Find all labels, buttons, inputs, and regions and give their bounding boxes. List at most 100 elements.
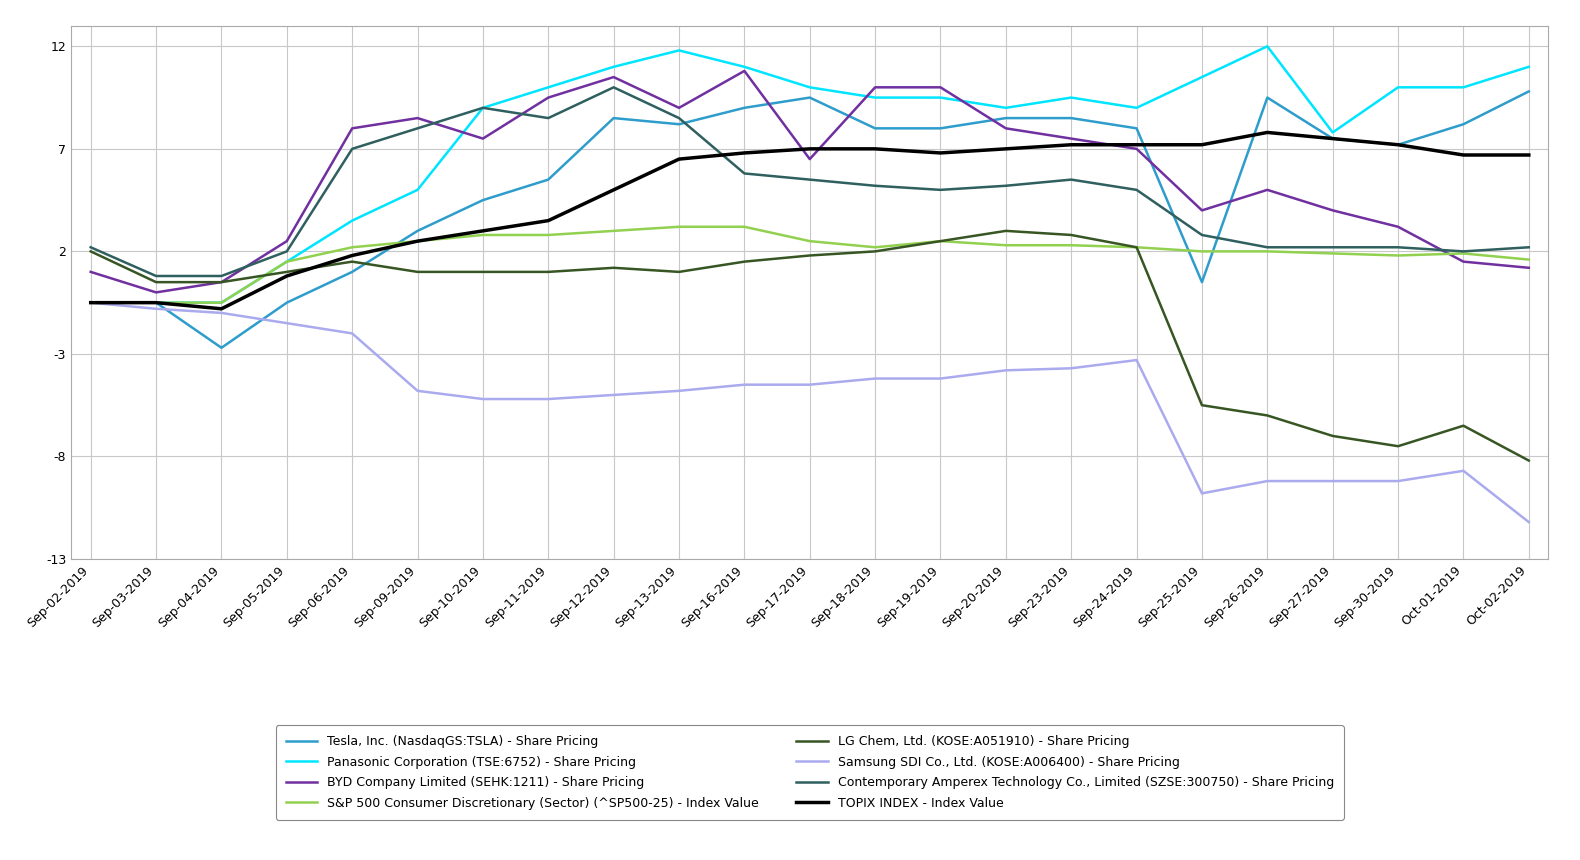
TOPIX INDEX - Index Value [212,304,231,314]
Samsung SDI Co., Ltd. (KOSE:A006400) - Share Pricing [997,366,1016,376]
BYD Company Limited (SEHK:1211) - Share Pricing [278,236,297,246]
Contemporary Amperex Technology Co., Limited (SZSE:300750) - Share Pricing [670,113,689,123]
LG Chem, Ltd. (KOSE:A051910) - Share Pricing [1520,456,1539,466]
BYD Company Limited (SEHK:1211) - Share Pricing [670,102,689,113]
Tesla, Inc. (NasdaqGS:TSLA) - Share Pricing [931,123,950,133]
S&P 500 Consumer Discretionary (Sector) (^SP500-25) - Index Value [1520,255,1539,265]
Tesla, Inc. (NasdaqGS:TSLA) - Share Pricing [604,113,623,123]
S&P 500 Consumer Discretionary (Sector) (^SP500-25) - Index Value [1062,240,1081,250]
Samsung SDI Co., Ltd. (KOSE:A006400) - Share Pricing [81,298,100,308]
S&P 500 Consumer Discretionary (Sector) (^SP500-25) - Index Value [408,236,427,246]
Samsung SDI Co., Ltd. (KOSE:A006400) - Share Pricing [147,304,166,314]
BYD Company Limited (SEHK:1211) - Share Pricing [212,277,231,287]
Panasonic Corporation (TSE:6752) - Share Pricing [997,102,1016,113]
Panasonic Corporation (TSE:6752) - Share Pricing [670,46,689,56]
LG Chem, Ltd. (KOSE:A051910) - Share Pricing [212,277,231,287]
Contemporary Amperex Technology Co., Limited (SZSE:300750) - Share Pricing [1062,175,1081,185]
LG Chem, Ltd. (KOSE:A051910) - Share Pricing [997,225,1016,236]
Tesla, Inc. (NasdaqGS:TSLA) - Share Pricing [997,113,1016,123]
TOPIX INDEX - Index Value [931,148,950,158]
Contemporary Amperex Technology Co., Limited (SZSE:300750) - Share Pricing [799,175,818,185]
Contemporary Amperex Technology Co., Limited (SZSE:300750) - Share Pricing [1389,243,1408,253]
Samsung SDI Co., Ltd. (KOSE:A006400) - Share Pricing [866,373,885,384]
TOPIX INDEX - Index Value [278,271,297,281]
Samsung SDI Co., Ltd. (KOSE:A006400) - Share Pricing [1258,476,1277,486]
Panasonic Corporation (TSE:6752) - Share Pricing [1258,41,1277,52]
S&P 500 Consumer Discretionary (Sector) (^SP500-25) - Index Value [1389,250,1408,261]
Tesla, Inc. (NasdaqGS:TSLA) - Share Pricing [539,175,558,185]
Tesla, Inc. (NasdaqGS:TSLA) - Share Pricing [1193,277,1212,287]
Line: TOPIX INDEX - Index Value: TOPIX INDEX - Index Value [90,132,1529,309]
BYD Company Limited (SEHK:1211) - Share Pricing [1520,262,1539,273]
BYD Company Limited (SEHK:1211) - Share Pricing [81,267,100,277]
Panasonic Corporation (TSE:6752) - Share Pricing [1193,72,1212,83]
BYD Company Limited (SEHK:1211) - Share Pricing [1062,133,1081,144]
S&P 500 Consumer Discretionary (Sector) (^SP500-25) - Index Value [1454,249,1473,259]
Samsung SDI Co., Ltd. (KOSE:A006400) - Share Pricing [1389,476,1408,486]
TOPIX INDEX - Index Value [1258,127,1277,138]
Tesla, Inc. (NasdaqGS:TSLA) - Share Pricing [1322,133,1341,144]
TOPIX INDEX - Index Value [670,154,689,164]
TOPIX INDEX - Index Value [1454,150,1473,160]
Samsung SDI Co., Ltd. (KOSE:A006400) - Share Pricing [931,373,950,384]
Samsung SDI Co., Ltd. (KOSE:A006400) - Share Pricing [1062,363,1081,373]
BYD Company Limited (SEHK:1211) - Share Pricing [1454,256,1473,267]
TOPIX INDEX - Index Value [147,298,166,308]
S&P 500 Consumer Discretionary (Sector) (^SP500-25) - Index Value [997,240,1016,250]
LG Chem, Ltd. (KOSE:A051910) - Share Pricing [1322,431,1341,441]
TOPIX INDEX - Index Value [81,298,100,308]
Panasonic Corporation (TSE:6752) - Share Pricing [147,298,166,308]
Tesla, Inc. (NasdaqGS:TSLA) - Share Pricing [1258,92,1277,102]
Tesla, Inc. (NasdaqGS:TSLA) - Share Pricing [1127,123,1146,133]
Tesla, Inc. (NasdaqGS:TSLA) - Share Pricing [1062,113,1081,123]
Contemporary Amperex Technology Co., Limited (SZSE:300750) - Share Pricing [81,243,100,253]
Tesla, Inc. (NasdaqGS:TSLA) - Share Pricing [343,267,362,277]
Contemporary Amperex Technology Co., Limited (SZSE:300750) - Share Pricing [278,246,297,256]
BYD Company Limited (SEHK:1211) - Share Pricing [866,83,885,93]
Line: Panasonic Corporation (TSE:6752) - Share Pricing: Panasonic Corporation (TSE:6752) - Share… [90,46,1529,303]
TOPIX INDEX - Index Value [1520,150,1539,160]
Panasonic Corporation (TSE:6752) - Share Pricing [539,83,558,93]
Samsung SDI Co., Ltd. (KOSE:A006400) - Share Pricing [539,394,558,404]
S&P 500 Consumer Discretionary (Sector) (^SP500-25) - Index Value [81,298,100,308]
Samsung SDI Co., Ltd. (KOSE:A006400) - Share Pricing [278,318,297,329]
S&P 500 Consumer Discretionary (Sector) (^SP500-25) - Index Value [539,230,558,240]
Panasonic Corporation (TSE:6752) - Share Pricing [799,83,818,93]
TOPIX INDEX - Index Value [1193,139,1212,150]
Tesla, Inc. (NasdaqGS:TSLA) - Share Pricing [799,92,818,102]
Tesla, Inc. (NasdaqGS:TSLA) - Share Pricing [474,195,493,206]
LG Chem, Ltd. (KOSE:A051910) - Share Pricing [408,267,427,277]
Panasonic Corporation (TSE:6752) - Share Pricing [1389,83,1408,93]
BYD Company Limited (SEHK:1211) - Share Pricing [604,72,623,83]
Samsung SDI Co., Ltd. (KOSE:A006400) - Share Pricing [1193,488,1212,499]
LG Chem, Ltd. (KOSE:A051910) - Share Pricing [343,256,362,267]
Panasonic Corporation (TSE:6752) - Share Pricing [408,185,427,195]
Contemporary Amperex Technology Co., Limited (SZSE:300750) - Share Pricing [1322,243,1341,253]
LG Chem, Ltd. (KOSE:A051910) - Share Pricing [81,246,100,256]
LG Chem, Ltd. (KOSE:A051910) - Share Pricing [735,256,754,267]
Samsung SDI Co., Ltd. (KOSE:A006400) - Share Pricing [670,385,689,396]
BYD Company Limited (SEHK:1211) - Share Pricing [997,123,1016,133]
Tesla, Inc. (NasdaqGS:TSLA) - Share Pricing [670,119,689,129]
Panasonic Corporation (TSE:6752) - Share Pricing [212,298,231,308]
S&P 500 Consumer Discretionary (Sector) (^SP500-25) - Index Value [343,243,362,253]
Panasonic Corporation (TSE:6752) - Share Pricing [1520,62,1539,72]
Contemporary Amperex Technology Co., Limited (SZSE:300750) - Share Pricing [866,181,885,191]
Samsung SDI Co., Ltd. (KOSE:A006400) - Share Pricing [212,308,231,318]
Contemporary Amperex Technology Co., Limited (SZSE:300750) - Share Pricing [147,271,166,281]
TOPIX INDEX - Index Value [343,250,362,261]
S&P 500 Consumer Discretionary (Sector) (^SP500-25) - Index Value [866,243,885,253]
Panasonic Corporation (TSE:6752) - Share Pricing [604,62,623,72]
BYD Company Limited (SEHK:1211) - Share Pricing [1127,144,1146,154]
LG Chem, Ltd. (KOSE:A051910) - Share Pricing [1193,400,1212,410]
Samsung SDI Co., Ltd. (KOSE:A006400) - Share Pricing [1322,476,1341,486]
Panasonic Corporation (TSE:6752) - Share Pricing [278,256,297,267]
Contemporary Amperex Technology Co., Limited (SZSE:300750) - Share Pricing [997,181,1016,191]
Contemporary Amperex Technology Co., Limited (SZSE:300750) - Share Pricing [474,102,493,113]
Tesla, Inc. (NasdaqGS:TSLA) - Share Pricing [1454,119,1473,129]
Contemporary Amperex Technology Co., Limited (SZSE:300750) - Share Pricing [1127,185,1146,195]
Samsung SDI Co., Ltd. (KOSE:A006400) - Share Pricing [1520,517,1539,527]
S&P 500 Consumer Discretionary (Sector) (^SP500-25) - Index Value [1258,246,1277,256]
TOPIX INDEX - Index Value [866,144,885,154]
LG Chem, Ltd. (KOSE:A051910) - Share Pricing [1389,441,1408,452]
